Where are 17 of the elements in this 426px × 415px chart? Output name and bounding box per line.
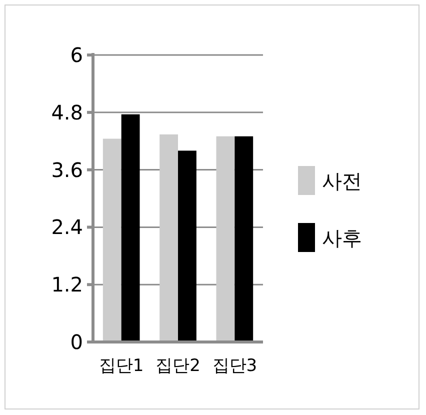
bar [160, 134, 178, 342]
x-tick-label: 집단1 [98, 356, 144, 376]
y-tick-label: 4.8 [51, 100, 83, 124]
legend-label: 사전 [322, 169, 362, 193]
y-tick-label: 2.4 [51, 215, 83, 240]
legend-label: 사후 [322, 226, 362, 250]
bar [216, 136, 235, 342]
y-tick-label: 6 [70, 43, 83, 67]
y-tick-label: 1.2 [51, 272, 83, 297]
y-tick-label: 0 [70, 330, 83, 354]
bar [121, 114, 140, 342]
bar [102, 138, 122, 342]
y-tick-label: 3.6 [51, 158, 83, 182]
x-tick-label: 집단2 [156, 356, 200, 376]
bar [178, 150, 196, 342]
bar [234, 136, 254, 342]
x-tick-label: 집단3 [212, 356, 258, 376]
